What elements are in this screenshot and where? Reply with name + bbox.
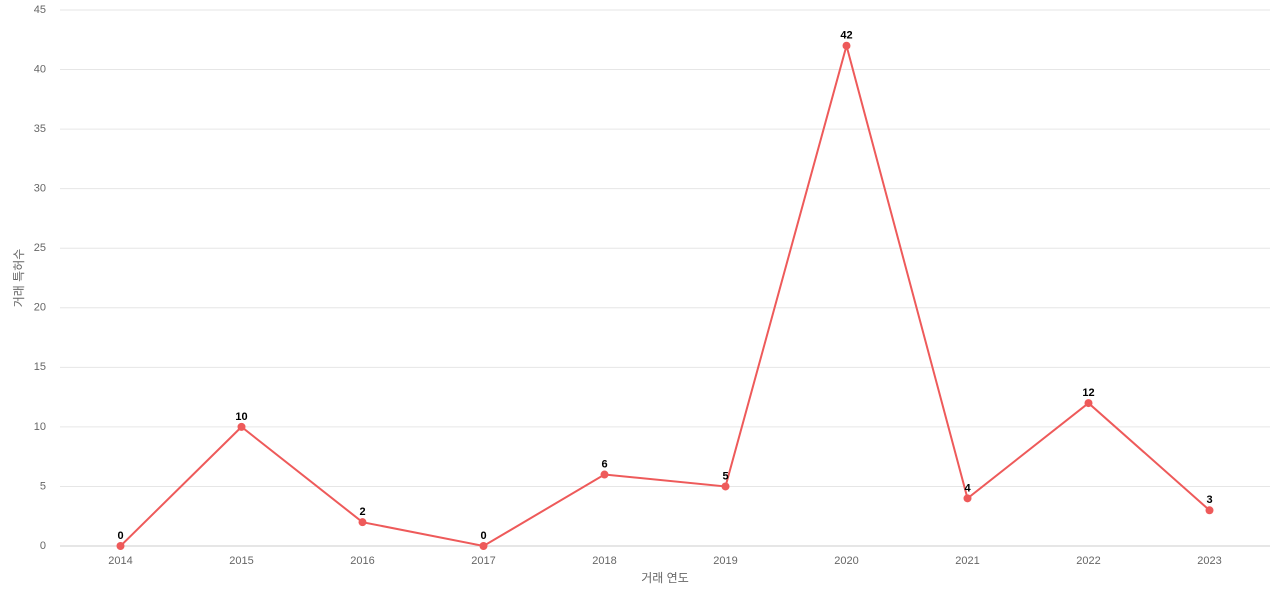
- data-label: 3: [1206, 494, 1212, 506]
- data-label: 10: [235, 411, 247, 423]
- x-axis-title: 거래 연도: [641, 571, 689, 585]
- x-tick-label: 2017: [471, 555, 495, 567]
- data-label: 0: [117, 530, 123, 542]
- data-point: [479, 542, 488, 550]
- data-point: [358, 518, 367, 527]
- y-tick-label: 10: [34, 421, 46, 433]
- y-tick-label: 0: [40, 540, 46, 552]
- y-tick-label: 30: [34, 183, 46, 195]
- y-tick-label: 45: [34, 4, 46, 16]
- data-label: 4: [964, 482, 971, 494]
- data-point: [116, 542, 125, 550]
- x-tick-label: 2015: [229, 555, 253, 567]
- data-label: 0: [480, 530, 486, 542]
- y-tick-label: 35: [34, 123, 46, 135]
- y-tick-label: 20: [34, 302, 46, 314]
- data-point: [1205, 506, 1214, 515]
- x-tick-label: 2022: [1076, 555, 1100, 567]
- data-label: 6: [601, 458, 607, 470]
- data-point: [721, 482, 730, 491]
- data-label: 5: [722, 470, 728, 482]
- data-point: [1084, 399, 1093, 408]
- y-axis-title: 거래 특허수: [12, 249, 26, 308]
- y-tick-label: 25: [34, 242, 46, 254]
- data-label: 42: [840, 30, 852, 42]
- data-point: [963, 494, 972, 503]
- data-point: [600, 470, 609, 479]
- x-tick-label: 2019: [713, 555, 737, 567]
- x-tick-label: 2014: [108, 555, 132, 567]
- y-tick-label: 5: [40, 480, 46, 492]
- data-point: [237, 422, 246, 431]
- y-tick-label: 40: [34, 63, 46, 75]
- x-tick-label: 2016: [350, 555, 374, 567]
- x-tick-label: 2020: [834, 555, 858, 567]
- data-label: 2: [359, 506, 365, 518]
- x-tick-label: 2018: [592, 555, 616, 567]
- x-tick-label: 2023: [1197, 555, 1221, 567]
- x-tick-label: 2021: [955, 555, 979, 567]
- data-label: 12: [1082, 387, 1094, 399]
- data-line: [119, 41, 1211, 548]
- data-point: [842, 41, 851, 50]
- y-tick-label: 15: [34, 361, 46, 373]
